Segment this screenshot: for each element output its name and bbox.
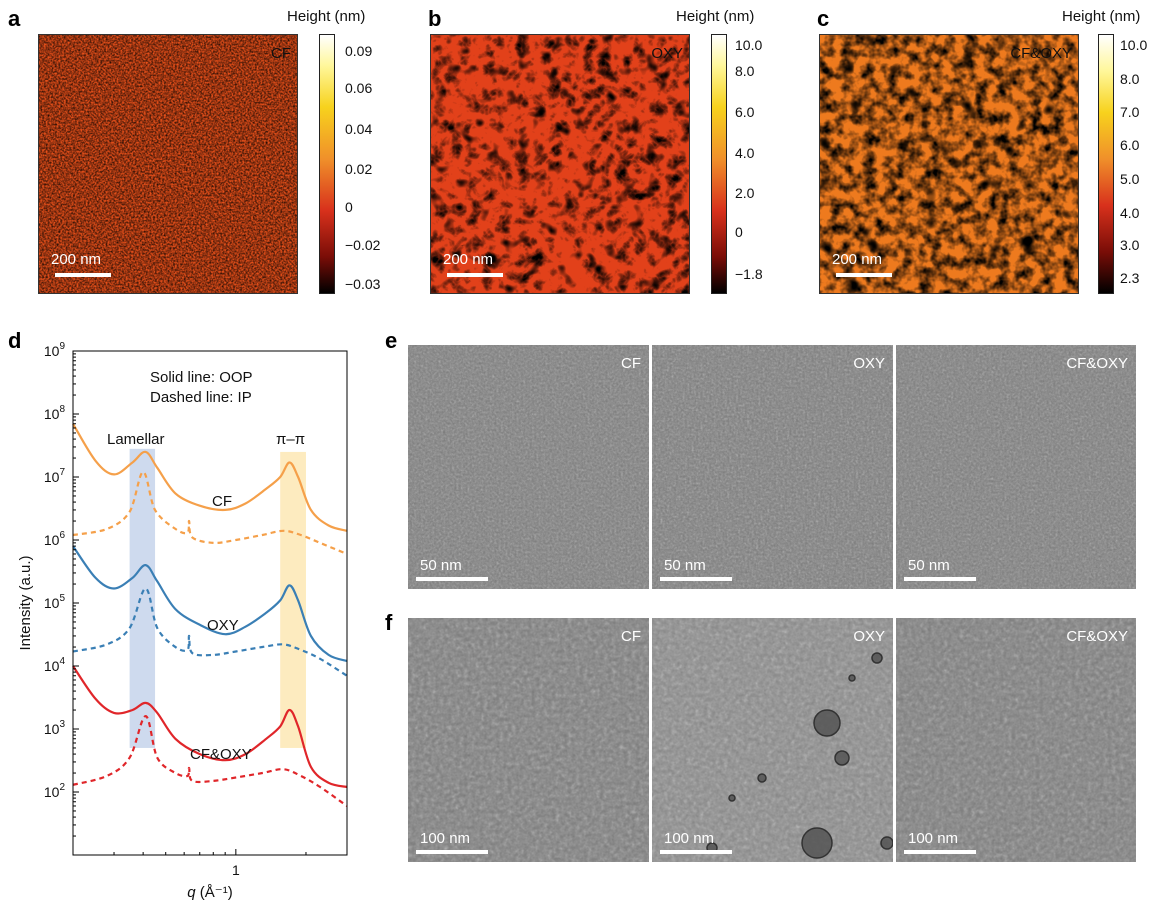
tem-image-f-cf: CF 100 nm	[408, 618, 649, 862]
annotation-solid-line: Solid line: OOP	[150, 369, 253, 386]
afm-label-oxy: OXY	[651, 45, 683, 62]
panel-letter-a: a	[8, 6, 21, 31]
colorbar-tick: 10.0	[1120, 37, 1148, 53]
colorbar-tick: 0.06	[345, 80, 373, 96]
colorbar-tick: 8.0	[735, 63, 755, 79]
colorbar-tick: 10.0	[735, 37, 763, 53]
afm-image-cf: CF 200 nm	[38, 34, 298, 294]
y-tick-label: 107	[44, 467, 66, 485]
colorbar-tick: 4.0	[735, 145, 755, 161]
colorbar-title-b: Height (nm)	[676, 8, 755, 25]
afm-image-cfoxy: CF&OXY 200 nm	[819, 34, 1079, 294]
scalebar-label: 100 nm	[908, 830, 959, 847]
scalebar-a	[55, 273, 111, 277]
series-line-oxy-solid	[72, 545, 348, 663]
tem-label: CF&OXY	[1066, 355, 1128, 372]
scalebar	[660, 850, 732, 854]
scalebar	[904, 577, 976, 581]
colorbar-title-c: Height (nm)	[1062, 8, 1141, 25]
x-tick-label: 1	[232, 862, 240, 878]
colorbar-tick: 6.0	[1120, 137, 1140, 153]
series-line-cfoxy-solid	[72, 665, 348, 789]
scalebar-label: 50 nm	[664, 557, 706, 574]
panel-letter-b: b	[428, 6, 442, 31]
afm-label-cfoxy: CF&OXY	[1010, 45, 1072, 62]
colorbar-tick: 3.0	[1120, 237, 1140, 253]
scalebar	[904, 850, 976, 854]
series-label-oxy: OXY	[207, 617, 239, 634]
panel-letter-e: e	[385, 328, 398, 353]
afm-image-oxy: OXY 200 nm	[430, 34, 690, 294]
colorbar-tick: −0.03	[345, 276, 381, 292]
y-tick-label: 104	[44, 656, 66, 674]
colorbar-b	[711, 34, 727, 294]
series-line-cf-solid	[72, 423, 348, 532]
colorbar-tick: 2.0	[735, 185, 755, 201]
afm-label-cf: CF	[271, 45, 291, 62]
tem-image-e-cf-oxy: CF&OXY 50 nm	[896, 345, 1136, 589]
colorbar-tick: 7.0	[1120, 104, 1140, 120]
colorbar-tick: −1.8	[735, 266, 763, 282]
tem-label: OXY	[853, 355, 885, 372]
scalebar	[660, 577, 732, 581]
tem-label: CF	[621, 355, 641, 372]
tem-label: CF	[621, 628, 641, 645]
tem-image-f-cf-oxy: CF&OXY 100 nm	[896, 618, 1136, 862]
scalebar-label-b: 200 nm	[443, 251, 494, 268]
scalebar-label: 100 nm	[420, 830, 471, 847]
tem-image-e-oxy: OXY 50 nm	[652, 345, 893, 589]
x-axis-label: q (Å⁻¹)	[187, 884, 232, 901]
pi-pi-band	[280, 451, 306, 748]
y-tick-label: 105	[44, 593, 66, 611]
colorbar-tick: 0	[735, 224, 743, 240]
scalebar-label-a: 200 nm	[51, 251, 102, 268]
tem-image-e-cf: CF 50 nm	[408, 345, 649, 589]
annotation-lamellar: Lamellar	[107, 431, 165, 448]
tem-image-f-oxy: OXY 100 nm	[652, 618, 893, 862]
colorbar-title-a: Height (nm)	[287, 8, 366, 25]
colorbar-tick: 5.0	[1120, 171, 1140, 187]
series-line-oxy-dashed	[72, 587, 348, 677]
series-line-cf-dashed	[72, 470, 348, 556]
y-tick-label: 108	[44, 404, 66, 422]
colorbar-c	[1098, 34, 1114, 294]
panel-letter-d: d	[8, 328, 22, 353]
scalebar	[416, 577, 488, 581]
scalebar-label: 50 nm	[420, 557, 462, 574]
colorbar-tick: −0.02	[345, 237, 381, 253]
colorbar-tick: 0.02	[345, 161, 373, 177]
series-label-cf: CF	[212, 493, 232, 510]
y-tick-label: 102	[44, 782, 66, 800]
annotation-pi-pi: π–π	[276, 431, 305, 448]
intensity-chart: 109 108 107 106 105 104 103 102 1q (Å⁻¹) Intensit…	[17, 341, 348, 901]
annotation-dashed-line: Dashed line: IP	[150, 389, 252, 406]
tem-label: CF&OXY	[1066, 628, 1128, 645]
y-tick-label: 103	[44, 719, 66, 737]
colorbar-tick: 8.0	[1120, 71, 1140, 87]
colorbar-tick: 4.0	[1120, 205, 1140, 221]
scalebar	[416, 850, 488, 854]
colorbar-tick: 0.09	[345, 43, 373, 59]
series-label-cfoxy: CF&OXY	[190, 746, 252, 763]
colorbar-tick: 0.04	[345, 121, 373, 137]
scalebar-b	[447, 273, 503, 277]
y-tick-label: 106	[44, 530, 66, 548]
scalebar-label: 50 nm	[908, 557, 950, 574]
scalebar-label-c: 200 nm	[832, 251, 883, 268]
scalebar-label: 100 nm	[664, 830, 715, 847]
y-tick-label: 109	[44, 341, 66, 359]
panel-letter-f: f	[385, 610, 393, 635]
scalebar-c	[836, 273, 892, 277]
colorbar-tick: 6.0	[735, 104, 755, 120]
y-axis-label: Intensity (a.u.)	[17, 555, 34, 650]
series-line-cfoxy-dashed	[72, 714, 348, 807]
colorbar-tick: 0	[345, 199, 353, 215]
colorbar-tick: 2.3	[1120, 270, 1140, 286]
panel-letter-c: c	[817, 6, 830, 31]
colorbar-a	[319, 34, 335, 294]
tem-label: OXY	[853, 628, 885, 645]
